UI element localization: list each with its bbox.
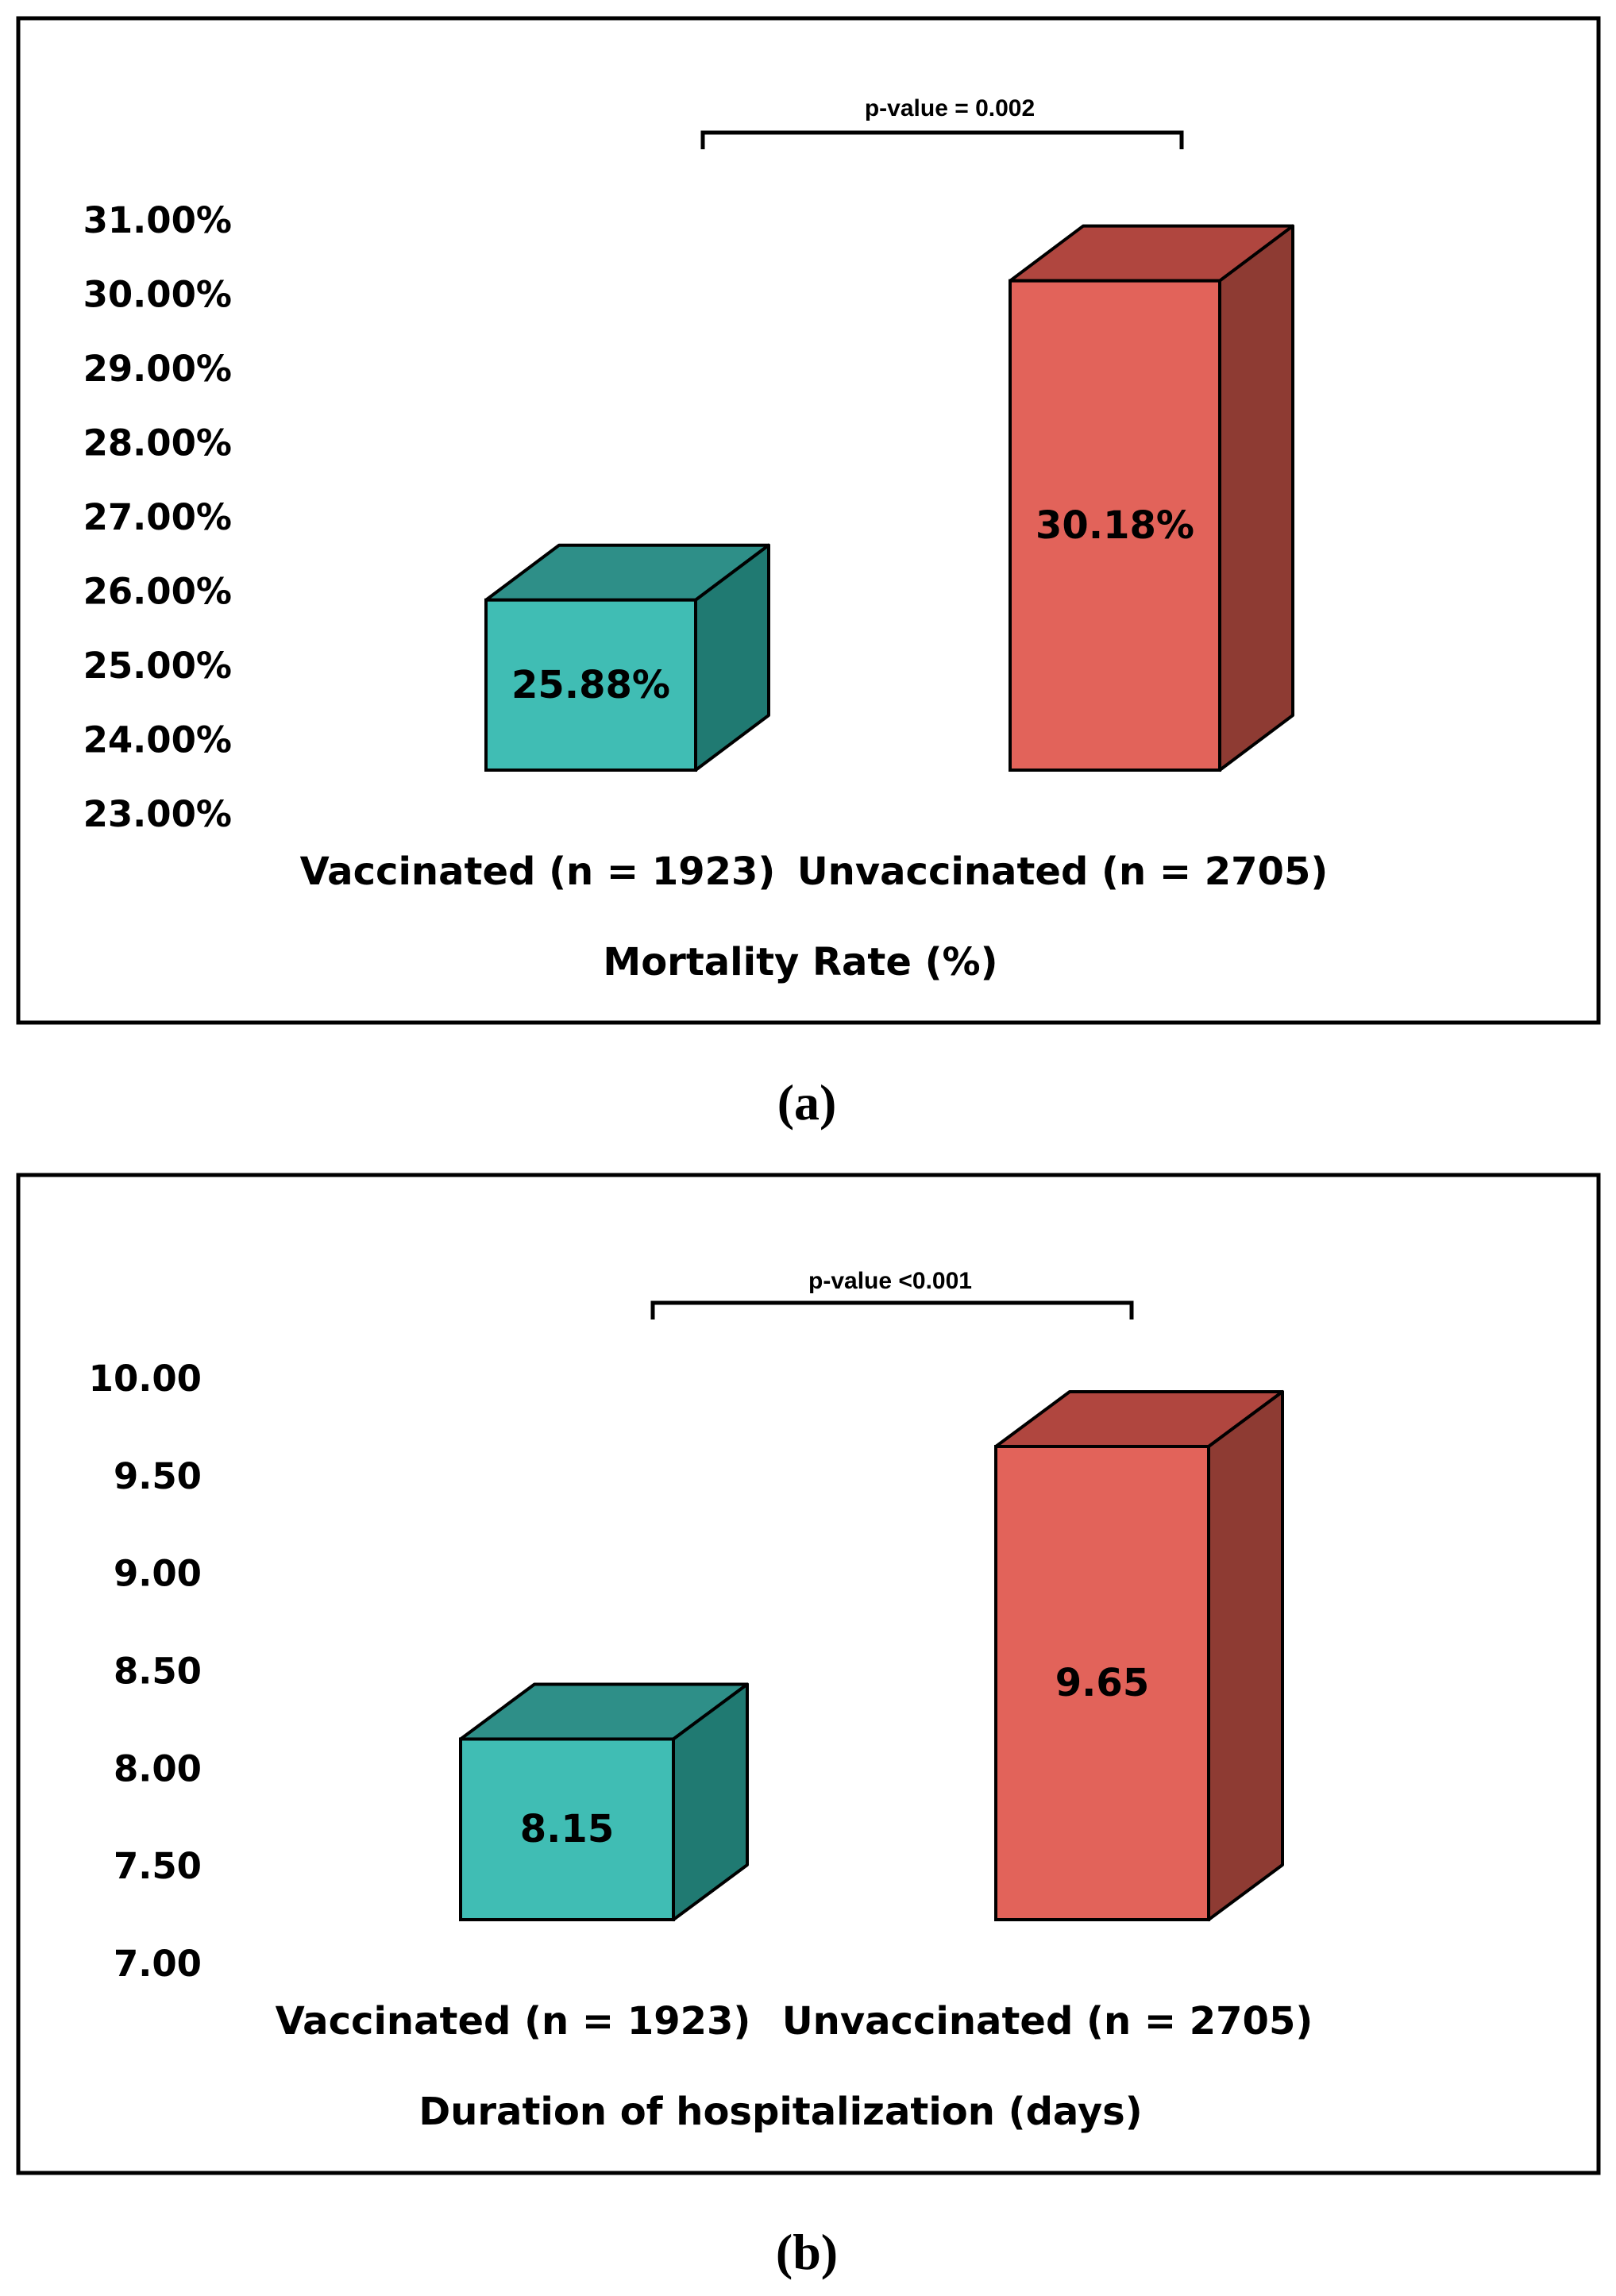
panel-a-category-label-1: Unvaccinated (n = 2705) <box>797 849 1329 894</box>
panel-a-significance-bracket <box>700 130 1184 149</box>
panel-a-bar-1 <box>1009 279 1221 772</box>
panel-b-category-label-0: Vaccinated (n = 1923) <box>276 1999 751 2044</box>
panel-b-y-tick-label: 7.00 <box>114 1943 202 1985</box>
panel-b-y-tick-label: 9.50 <box>114 1455 202 1497</box>
panel-a-bar-value-label-1: 30.18% <box>1036 503 1194 548</box>
panel-a-category-label-0: Vaccinated (n = 1923) <box>300 849 776 894</box>
panel-a-y-tick-label: 31.00% <box>83 199 232 241</box>
panel-b-y-tick-label: 8.00 <box>114 1747 202 1789</box>
panel-b-axis-title: Duration of hospitalization (days) <box>418 2090 1142 2134</box>
panel-a-bar-side-1 <box>1218 224 1294 772</box>
panel-b-bar-1 <box>994 1444 1210 1921</box>
panel-a-y-tick-label: 25.00% <box>83 645 232 687</box>
panel-b-bar-side-1 <box>1207 1389 1284 1921</box>
panel-a-bars: 25.88% 30.18% <box>484 224 1294 772</box>
panel-b-frame <box>16 1173 1601 2175</box>
panel-b-y-tick-label: 8.50 <box>114 1651 202 1693</box>
panel-b-significance: p-value <0.001 <box>650 1268 1134 1319</box>
panel-a-y-tick-label: 29.00% <box>83 348 232 390</box>
panel-a-y-tick-label: 30.00% <box>83 274 232 316</box>
panel-b-bars: 8.15 9.65 <box>459 1389 1284 1922</box>
panel-b-category-label-1: Unvaccinated (n = 2705) <box>782 1999 1313 2044</box>
panel-a-y-tick-label: 24.00% <box>83 719 232 761</box>
panel-b-y-tick-label: 9.00 <box>114 1553 202 1595</box>
panel-a-y-tick-label: 27.00% <box>83 496 232 538</box>
panel-a-axis-title: Mortality Rate (%) <box>603 940 997 984</box>
panel-b-y-tick-label: 10.00 <box>89 1358 202 1400</box>
panel-a-y-ticks: 23.00% 24.00% 25.00% 26.00% 27.00% 28.00% 29.0… <box>83 199 232 835</box>
panel-a: 23.00% 24.00% 25.00% 26.00% 27.00% 28.00% 29.0… <box>16 16 1601 1025</box>
panel-b-bar-value-label-1: 9.65 <box>1055 1661 1149 1705</box>
panel-b-bar-value-label-0: 8.15 <box>520 1807 614 1851</box>
panel-a-y-tick-label: 26.00% <box>83 571 232 613</box>
panel-b-significance-label: p-value <0.001 <box>808 1268 972 1294</box>
panel-a-significance-label: p-value = 0.002 <box>865 95 1035 121</box>
panel-b-y-ticks: 7.00 7.50 8.00 8.50 9.00 9.50 10.00 <box>89 1358 202 1985</box>
panel-a-caption: (a) <box>777 1074 837 1131</box>
panel-b-significance-bracket <box>650 1300 1134 1319</box>
panel-a-bar-value-label-0: 25.88% <box>511 663 670 707</box>
panel-a-significance: p-value = 0.002 <box>700 95 1184 149</box>
panel-a-frame <box>16 16 1601 1025</box>
panel-a-bar-0 <box>484 598 697 772</box>
panel-a-y-tick-label: 23.00% <box>83 793 232 835</box>
panel-b-caption: (b) <box>776 2224 838 2280</box>
panel-b-y-tick-label: 7.50 <box>114 1845 202 1887</box>
panel-b: 7.00 7.50 8.00 8.50 9.00 9.50 10.00 8.15 9.65 p… <box>16 1173 1601 2175</box>
panel-a-y-tick-label: 28.00% <box>83 422 232 464</box>
panel-b-bar-0 <box>459 1737 675 1922</box>
